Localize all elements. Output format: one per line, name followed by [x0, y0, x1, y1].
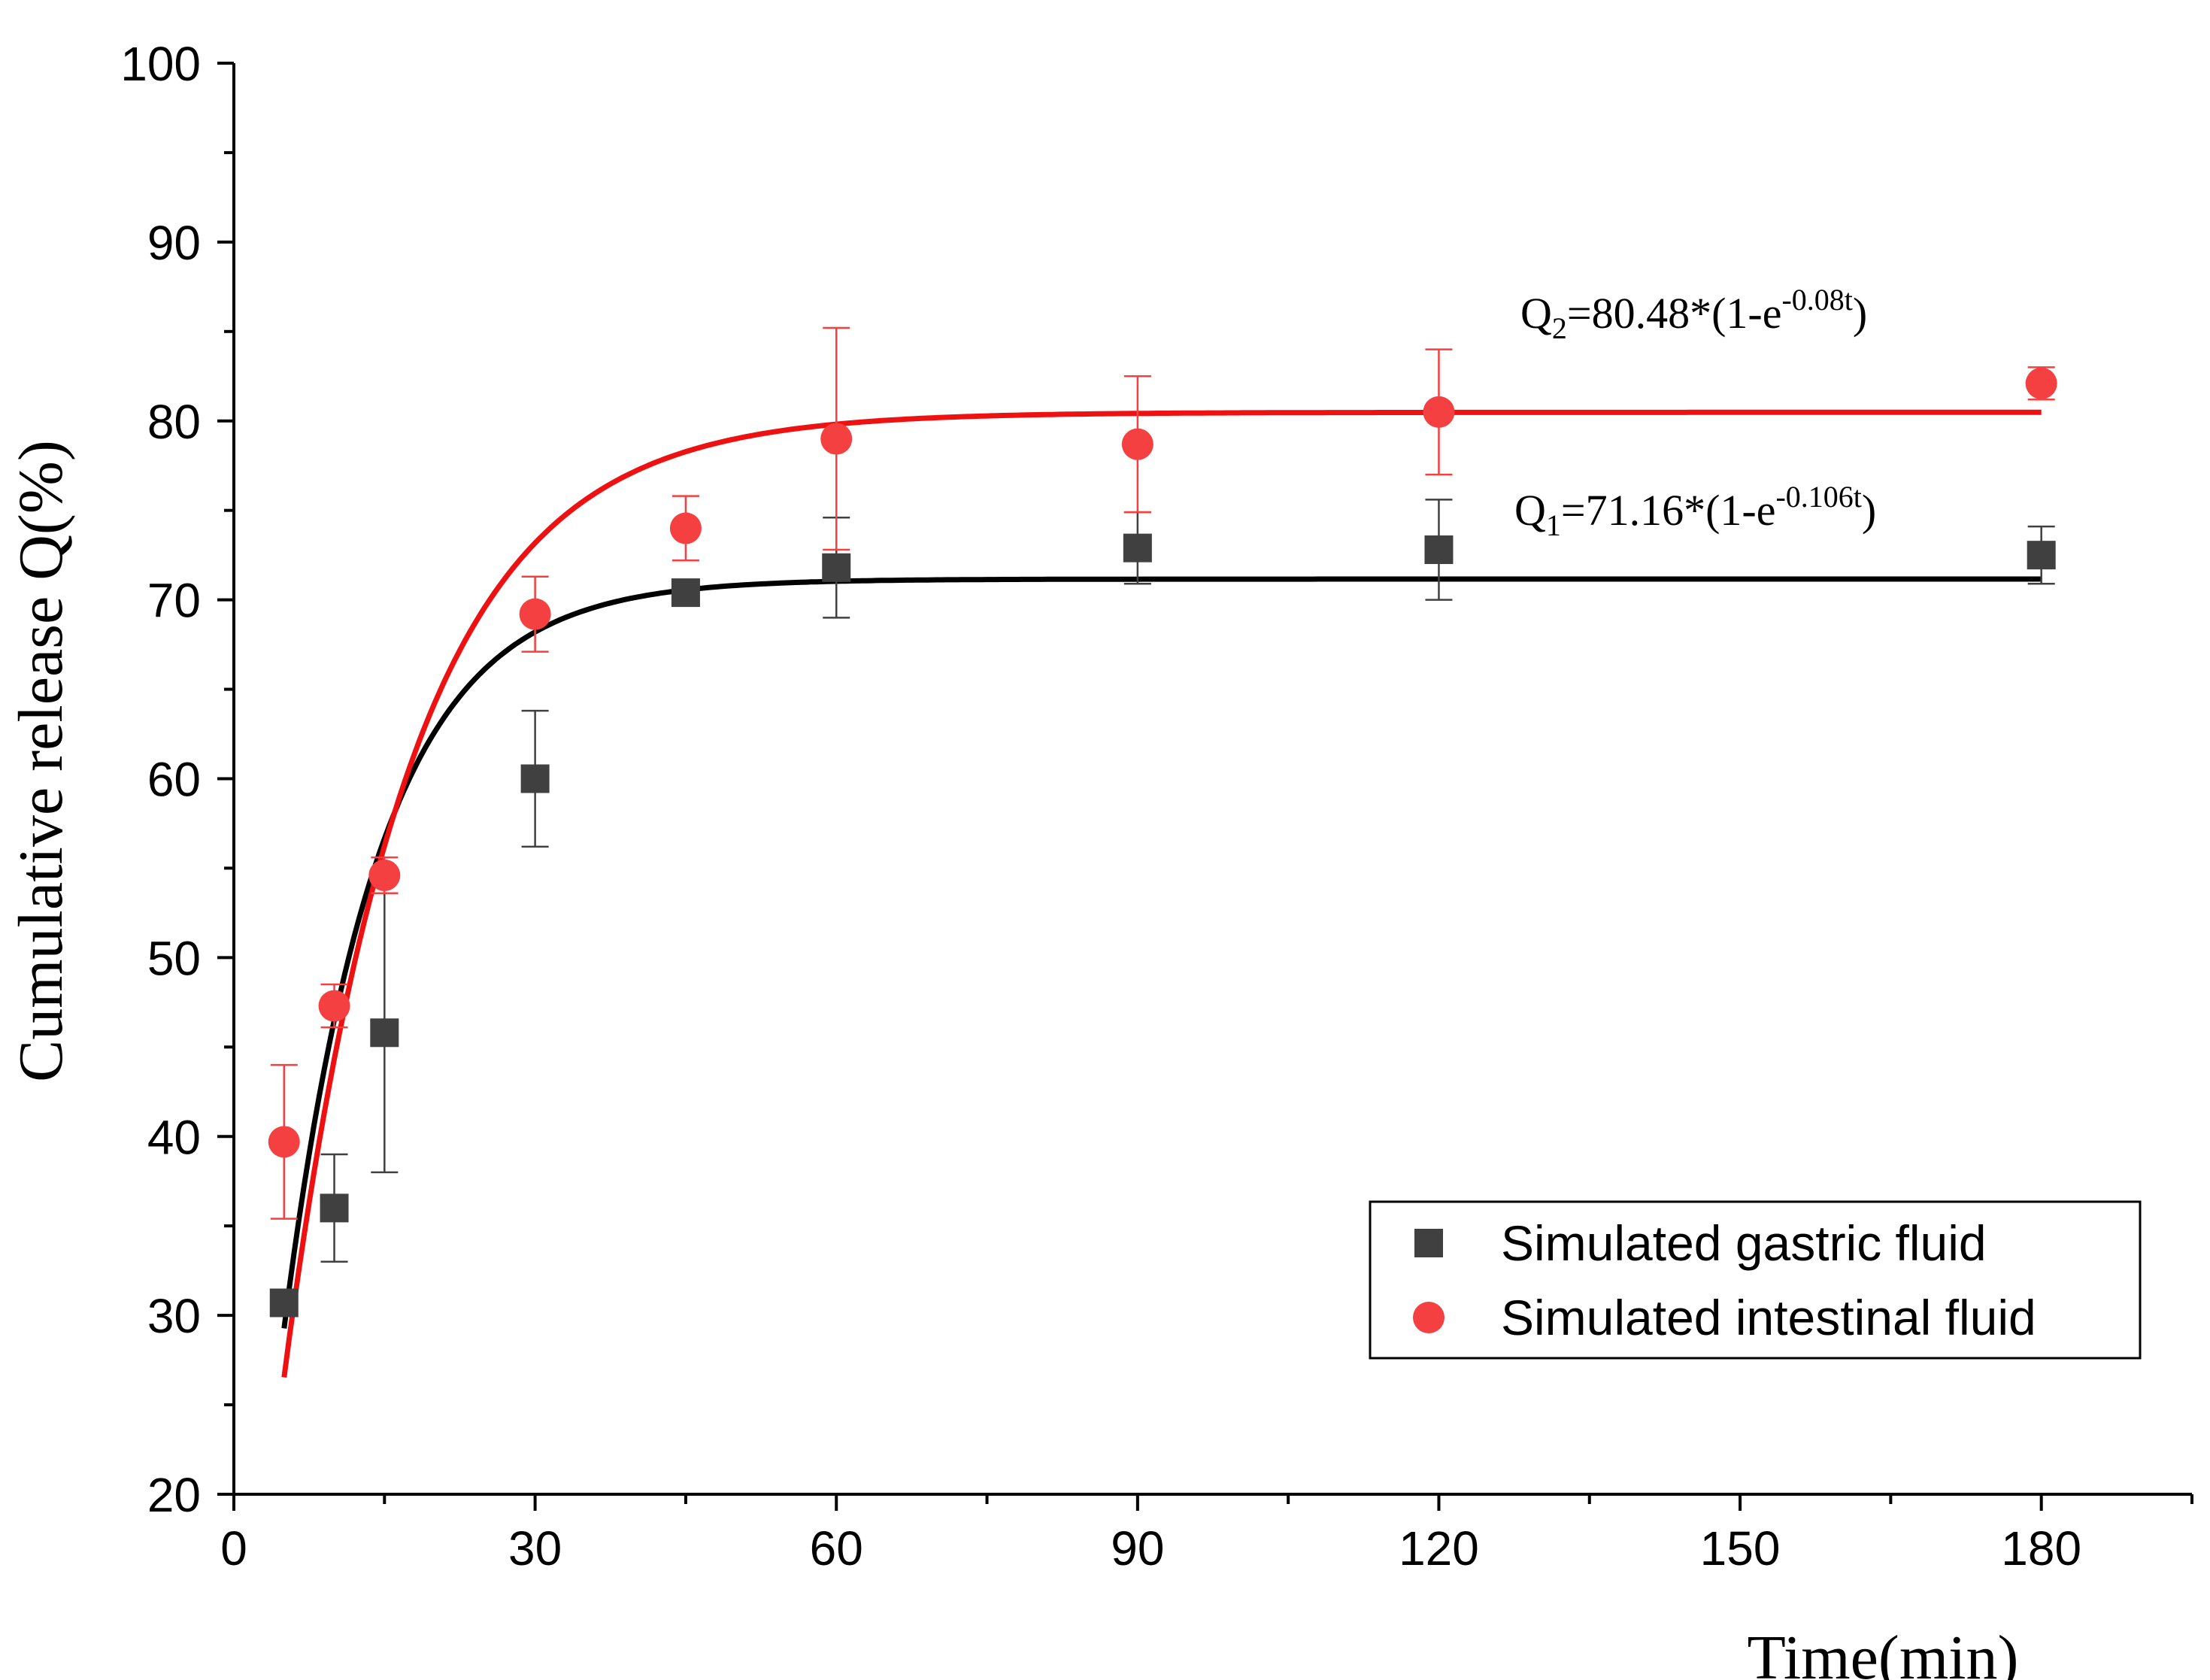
y-tick-label: 80	[147, 395, 201, 449]
data-point-intestinal	[268, 1126, 300, 1158]
fit-equation-1-sup: -0.106t	[1775, 480, 1861, 514]
fit-equation-2-base: Q	[1520, 289, 1552, 338]
y-tick-label: 60	[147, 753, 201, 807]
data-point-intestinal	[1423, 396, 1455, 428]
y-tick-label: 40	[147, 1110, 201, 1164]
x-tick-label: 0	[220, 1521, 247, 1575]
fit-equation-1-end: )	[1862, 486, 1876, 535]
fit-equation-2-main: =80.48*(1-e	[1567, 289, 1782, 338]
data-point-gastric	[320, 1193, 349, 1223]
y-axis-title: Cumulative release Q(%)	[6, 440, 76, 1082]
legend: Simulated gastric fluid Simulated intest…	[1369, 1200, 2142, 1360]
data-point-gastric	[2027, 541, 2056, 570]
data-point-intestinal	[318, 990, 350, 1022]
fit-equation-1: Q1=71.16*(1-e-0.106t)	[1514, 480, 1876, 542]
fit-equation-2: Q2=80.48*(1-e-0.08t)	[1520, 283, 1867, 345]
error-bars	[270, 326, 2055, 1263]
data-point-gastric	[1123, 533, 1152, 563]
data-point-intestinal	[2025, 367, 2057, 399]
legend-label-intestinal: Simulated intestinal fluid	[1501, 1290, 2036, 1345]
legend-marker-intestinal	[1413, 1302, 1445, 1333]
x-tick-label: 120	[1399, 1521, 1479, 1575]
fit-equation-1-sub: 1	[1546, 508, 1561, 542]
data-point-intestinal	[1121, 428, 1154, 460]
fit-equation-2-end: )	[1853, 289, 1867, 338]
x-tick-label: 90	[1111, 1521, 1164, 1575]
data-point-intestinal	[820, 423, 853, 455]
fit-curve-1	[281, 576, 2042, 1329]
legend-label-gastric: Simulated gastric fluid	[1501, 1215, 1987, 1271]
y-tick-label: 30	[147, 1289, 201, 1343]
fit-equation-2-sub: 2	[1552, 311, 1567, 345]
legend-box	[1369, 1200, 2142, 1360]
fit-equation-1-main: =71.16*(1-e	[1561, 486, 1776, 535]
data-point-intestinal	[519, 598, 551, 630]
legend-marker-gastric	[1414, 1229, 1443, 1257]
y-tick-label: 50	[147, 931, 201, 985]
data-point-intestinal	[368, 859, 401, 891]
data-point-gastric	[671, 578, 700, 608]
y-tick-label: 20	[147, 1468, 201, 1522]
y-tick-label: 70	[147, 574, 201, 628]
data-point-gastric	[822, 553, 851, 582]
x-tick-label: 180	[2001, 1521, 2081, 1575]
data-point-gastric	[520, 764, 550, 793]
data-point-gastric	[269, 1288, 299, 1318]
x-tick-label: 150	[1700, 1521, 1781, 1575]
x-axis-title: Time(min)	[1748, 1623, 2019, 1680]
data-point-gastric	[1424, 535, 1454, 565]
x-tick-label: 60	[810, 1521, 863, 1575]
y-tick-label: 100	[120, 37, 201, 91]
fit-equation-2-sup: -0.08t	[1781, 283, 1852, 317]
fit-equation-1-base: Q	[1514, 486, 1546, 535]
fit-curve-2	[281, 409, 2042, 1378]
data-points	[268, 367, 2057, 1318]
x-tick-label: 30	[508, 1521, 562, 1575]
y-tick-label: 90	[147, 216, 201, 270]
axes: 0 30 60 90 120 150 180 20 30 40 50 60 70 80 90 100	[120, 37, 2193, 1575]
fit-curves	[281, 409, 2042, 1378]
data-point-intestinal	[669, 512, 702, 544]
data-point-gastric	[370, 1018, 399, 1048]
